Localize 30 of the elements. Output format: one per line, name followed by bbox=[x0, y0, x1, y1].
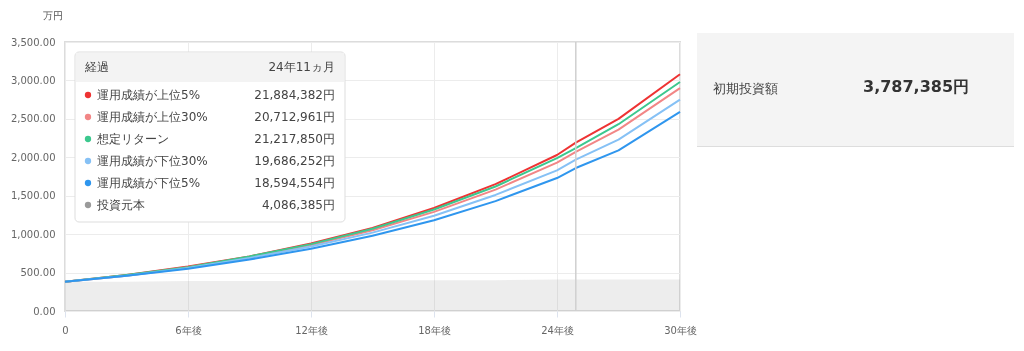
y-tick-label: 3,500.00 bbox=[10, 36, 56, 48]
legend-label: 運用成績が下位5% bbox=[97, 176, 201, 190]
annotation: 19,686,252円 bbox=[254, 154, 335, 168]
y-tick-label: 2,500.00 bbox=[10, 113, 56, 125]
annotation: 21,217,850円 bbox=[254, 132, 335, 146]
x-tick-label: 30年後 bbox=[664, 324, 697, 336]
x-tick-label: 18年後 bbox=[418, 324, 451, 336]
x-tick-label: 24年後 bbox=[541, 324, 574, 336]
x-tick-label: 12年後 bbox=[295, 324, 328, 336]
y-tick-label: 0.00 bbox=[33, 305, 56, 317]
annotation: 21,884,382円 bbox=[254, 88, 335, 102]
annotation: 4,086,385円 bbox=[261, 198, 335, 212]
annotation: 18,594,554円 bbox=[254, 176, 335, 190]
info-card: 初期投資額 3,787,385円 bbox=[697, 33, 1014, 147]
x-tick-label: 0 bbox=[62, 324, 69, 336]
y-tick-label: 500.00 bbox=[20, 267, 56, 279]
y-tick-label: 1,000.00 bbox=[10, 228, 56, 240]
legend-label: 想定リターン bbox=[96, 132, 169, 146]
y-axis-title: 万円 bbox=[42, 9, 63, 21]
legend-label: 運用成績が下位30% bbox=[97, 154, 208, 168]
annotation: 24年11ヵ月 bbox=[268, 60, 335, 74]
legend-label: 運用成績が上位30% bbox=[97, 110, 208, 124]
annotation: 20,712,961円 bbox=[254, 110, 335, 124]
y-tick-label: 3,000.00 bbox=[10, 74, 56, 86]
legend-title: 経過 bbox=[84, 60, 109, 74]
x-tick-label: 6年後 bbox=[175, 324, 202, 336]
legend-label: 運用成績が上位5% bbox=[97, 88, 201, 102]
y-tick-label: 1,500.00 bbox=[10, 190, 56, 202]
legend-label: 投資元本 bbox=[96, 198, 145, 212]
y-tick-label: 2,000.00 bbox=[10, 151, 56, 163]
